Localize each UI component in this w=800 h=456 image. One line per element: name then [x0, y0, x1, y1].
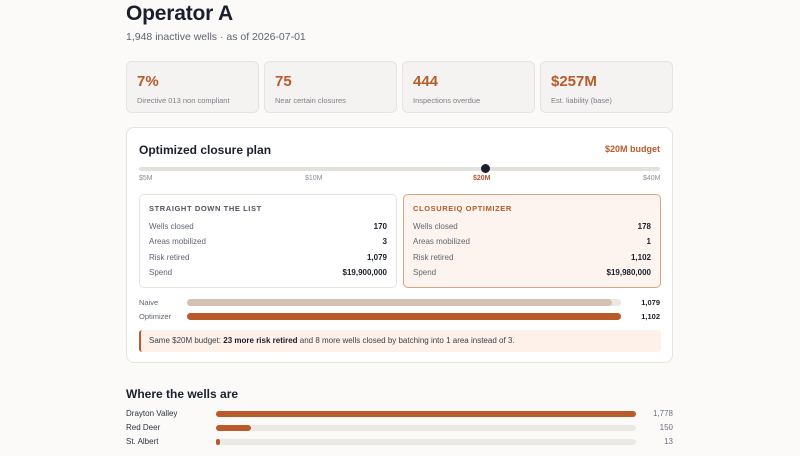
callout-highlight: 23 more risk retired: [223, 336, 298, 345]
plan-title: Optimized closure plan: [139, 143, 272, 157]
kpi-value: 7%: [137, 73, 159, 90]
optimizer-bar-label: Optimizer: [139, 312, 172, 321]
area-name: Red Deer: [126, 423, 161, 432]
stat-value: 1,102: [630, 253, 651, 262]
optimizer-plan-card: CLOSUREIQ OPTIMIZER Wells closed 178 Are…: [403, 194, 661, 288]
kpi-label: Est. liability (base): [551, 96, 612, 105]
stat-label: Spend: [413, 268, 437, 277]
kpi-label: Inspections overdue: [413, 96, 481, 105]
kpi-label: Near certain closures: [275, 96, 346, 105]
stat-label: Spend: [149, 268, 173, 277]
naive-plan-card: STRAIGHT DOWN THE LIST Wells closed 170 …: [139, 194, 397, 288]
naive-risk-bar: [187, 299, 621, 306]
area-value: 150: [659, 423, 673, 432]
kpi-card-inspections-overdue: 444 Inspections overdue: [402, 61, 535, 113]
stat-row: Risk retired 1,102: [413, 253, 651, 263]
area-bar: [216, 439, 636, 445]
stat-row: Areas mobilized 3: [149, 237, 387, 247]
callout-prefix: Same $20M budget:: [149, 336, 224, 345]
optimizer-risk-bar: [187, 313, 621, 320]
stat-value: 178: [637, 222, 651, 231]
area-bar-fill: [216, 411, 636, 417]
kpi-value: $257M: [551, 73, 597, 90]
kpi-value: 75: [275, 73, 292, 90]
stat-row: Wells closed 170: [149, 222, 387, 232]
area-bar: [216, 411, 636, 417]
stat-label: Areas mobilized: [413, 237, 470, 246]
slider-tick-10m[interactable]: $10M: [305, 175, 323, 182]
area-name: St. Albert: [126, 437, 159, 446]
plan-budget-label: $20M budget: [604, 144, 660, 154]
stat-label: Wells closed: [413, 222, 458, 231]
naive-risk-bar-fill: [187, 299, 612, 306]
area-bar: [216, 425, 636, 431]
stat-value: 1: [646, 237, 651, 246]
stat-label: Wells closed: [149, 222, 194, 231]
page-subtitle: 1,948 inactive wells · as of 2026-07-01: [126, 31, 306, 43]
kpi-label: Directive 013 non compliant: [137, 96, 230, 105]
callout-suffix: and 8 more wells closed by batching into…: [297, 336, 515, 345]
savings-callout: Same $20M budget: 23 more risk retired a…: [139, 330, 661, 352]
optimizer-plan-heading: CLOSUREIQ OPTIMIZER: [413, 204, 512, 213]
budget-slider-track[interactable]: [139, 167, 660, 171]
stat-label: Risk retired: [413, 253, 454, 262]
area-name: Drayton Valley: [126, 409, 178, 418]
optimizer-bar-value: 1,102: [641, 312, 660, 321]
stat-value: $19,980,000: [606, 268, 652, 277]
area-value: 13: [664, 437, 673, 446]
kpi-card-near-certain-closures: 75 Near certain closures: [264, 61, 397, 113]
areas-section-title: Where the wells are: [126, 387, 239, 401]
kpi-value: 444: [413, 73, 439, 90]
slider-tick-40m[interactable]: $40M: [643, 175, 661, 182]
stat-value: 170: [373, 222, 387, 231]
budget-slider-handle[interactable]: [481, 164, 490, 173]
stat-value: 1,079: [366, 253, 387, 262]
stat-label: Areas mobilized: [149, 237, 206, 246]
stat-value: $19,900,000: [342, 268, 388, 277]
optimizer-risk-bar-fill: [187, 313, 621, 320]
kpi-card-noncompliant: 7% Directive 013 non compliant: [126, 61, 259, 113]
stat-row: Areas mobilized 1: [413, 237, 651, 247]
kpi-card-liability: $257M Est. liability (base): [540, 61, 673, 113]
slider-tick-5m[interactable]: $5M: [139, 175, 153, 182]
page-title: Operator A: [126, 2, 233, 25]
stat-value: 3: [382, 237, 387, 246]
stat-row: Spend $19,980,000: [413, 268, 651, 278]
naive-plan-heading: STRAIGHT DOWN THE LIST: [149, 204, 262, 213]
stat-row: Spend $19,900,000: [149, 268, 387, 278]
slider-tick-20m[interactable]: $20M: [473, 175, 491, 182]
naive-bar-label: Naive: [139, 298, 159, 307]
stat-row: Risk retired 1,079: [149, 253, 387, 263]
closure-plan-panel: Optimized closure plan $20M budget $5M $…: [126, 127, 673, 363]
naive-bar-value: 1,079: [641, 298, 660, 307]
area-bar-fill: [216, 439, 221, 445]
stat-label: Risk retired: [149, 253, 190, 262]
area-value: 1,778: [652, 409, 673, 418]
area-bar-fill: [216, 425, 252, 431]
stat-row: Wells closed 178: [413, 222, 651, 232]
